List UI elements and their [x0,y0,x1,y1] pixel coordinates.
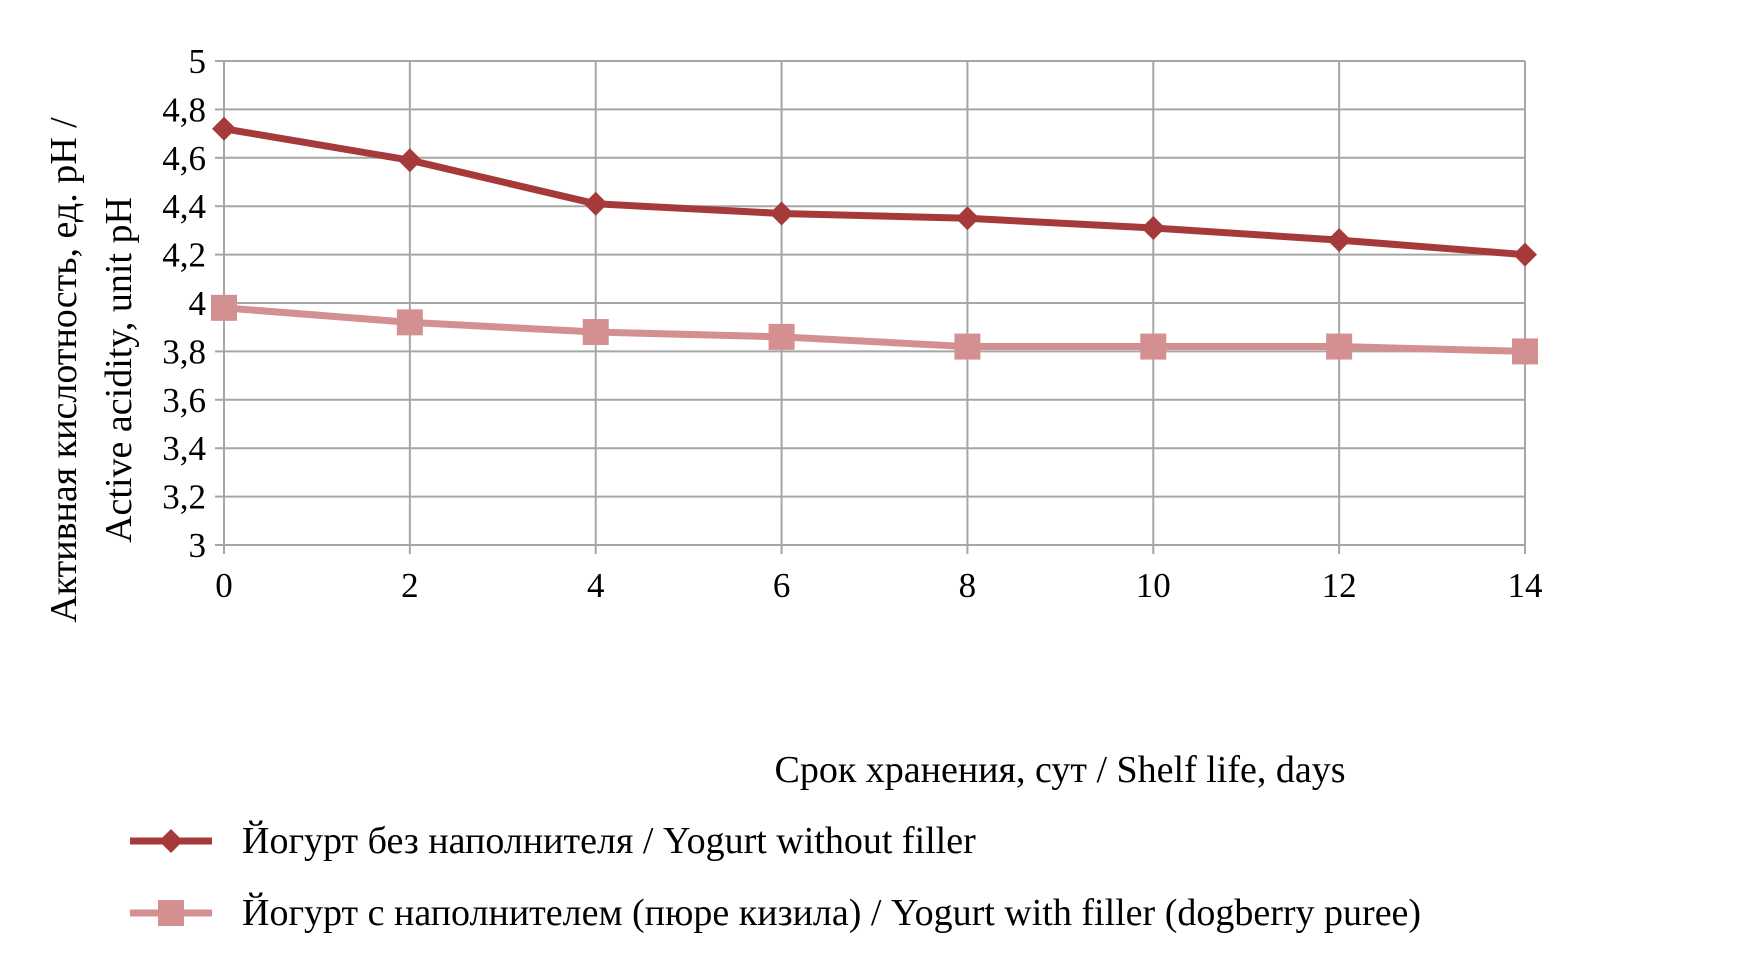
data-point [396,309,423,336]
data-point [954,333,981,360]
series-2 [211,294,1538,365]
y-tick-label: 4 [189,284,207,323]
data-point [768,323,795,350]
legend-item-series-1: Йогурт без наполнителя / Yogurt without … [130,805,1421,877]
legend-label-series-2: Йогурт с наполнителем (пюре кизила) / Yo… [242,892,1422,934]
data-point [955,206,980,231]
legend-swatch-series-2 [130,893,212,933]
x-tick-label: 4 [587,566,605,605]
x-tick-label: 0 [215,566,233,605]
series-1 [212,116,1537,267]
x-tick-label: 2 [401,566,419,605]
y-axis-title-line-1: Активная кислотность, ед. pH / [43,117,85,623]
y-tick-label: 3,8 [162,332,206,371]
gridlines [215,60,1526,554]
x-tick-label: 8 [959,566,977,605]
data-point [583,191,608,216]
data-point [1326,333,1353,360]
legend-label-series-1: Йогурт без наполнителя / Yogurt without … [242,820,976,862]
y-tick-label: 3,4 [162,429,206,468]
series-layer [211,116,1538,365]
y-tick-label: 4,6 [162,139,206,178]
data-point [211,294,237,321]
data-point [397,148,422,173]
x-tick-label: 6 [773,566,791,605]
y-tick-label: 3 [189,526,207,565]
y-tick-label: 3,6 [162,381,206,420]
y-tick-label: 4,4 [162,187,206,226]
legend-item-series-2: Йогурт с наполнителем (пюре кизила) / Yo… [130,877,1421,949]
y-tick-label: 5 [189,42,207,81]
data-point [1512,338,1538,365]
data-point [212,116,236,141]
data-point [1140,333,1167,360]
data-point [1513,242,1537,267]
legend-swatch-series-1 [130,821,212,861]
data-point [1327,228,1352,253]
series-line [223,304,1526,355]
data-point [1141,215,1166,240]
legend: Йогурт без наполнителя / Yogurt without … [130,805,1421,949]
y-tick-label: 3,2 [162,478,206,517]
series-line [223,125,1526,259]
y-tick-label: 4,2 [162,236,206,275]
y-axis-title-line-2: Active acidity, unit pH [98,197,140,543]
x-tick-label: 12 [1322,566,1357,605]
x-axis-title: Срок хранения, сут / Shelf life, days [774,749,1345,791]
x-tick-label: 14 [1508,566,1543,605]
x-tick-label: 10 [1136,566,1171,605]
data-point [769,201,794,226]
tick-labels: 3 3,2 3,4 3,6 3,8 4 4,2 4,4 4,6 4,8 5 0 2 4 6 8 10 12 14 [162,42,1542,605]
data-point [582,319,609,346]
diamond-marker-icon [130,829,212,853]
y-tick-label: 4,8 [162,90,206,129]
square-marker-icon [130,900,212,926]
